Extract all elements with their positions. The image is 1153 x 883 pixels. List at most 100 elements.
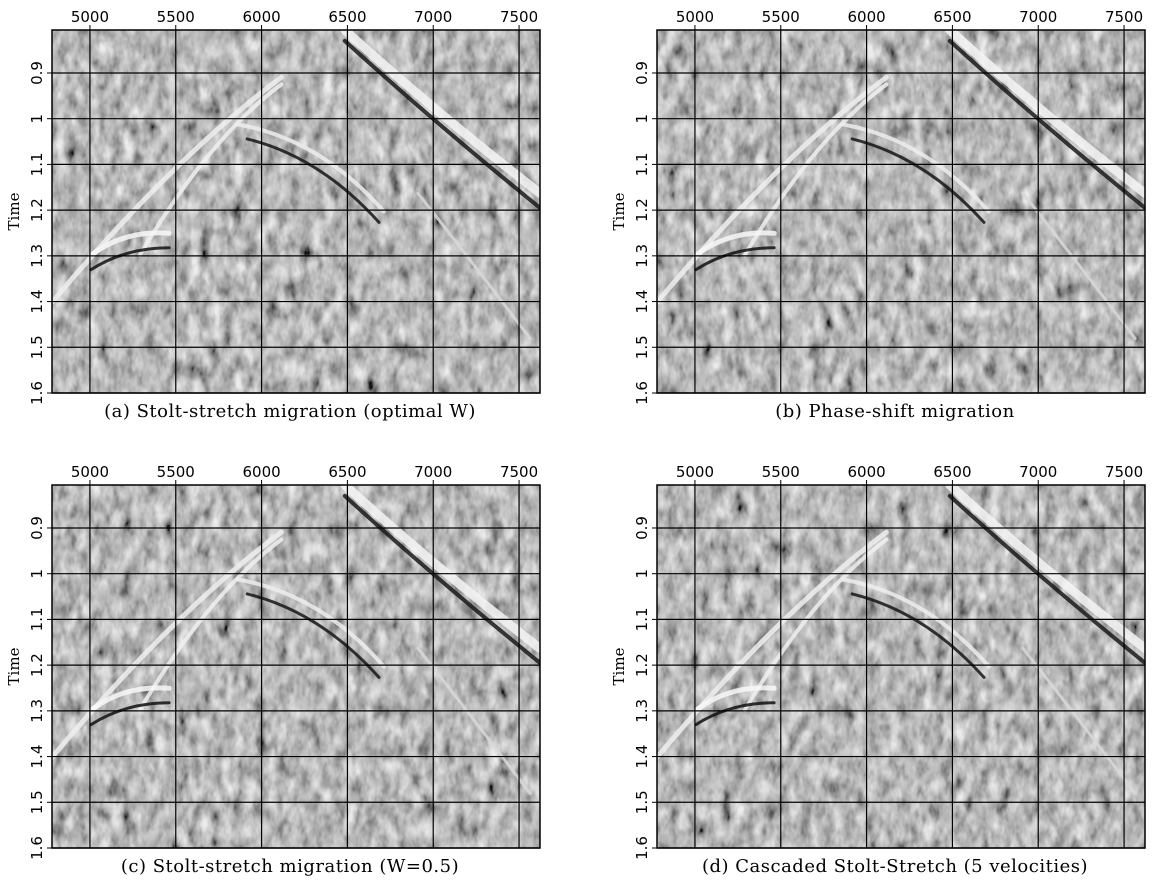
reflector	[947, 38, 1145, 210]
y-tick-label: 0.9	[633, 516, 651, 540]
reflector	[52, 74, 284, 305]
y-tick-label: 1	[28, 569, 46, 579]
x-tick-label: 5500	[762, 8, 800, 26]
y-tick-label: 1.6	[633, 836, 651, 860]
reflector	[88, 230, 172, 258]
x-tick-label: 6500	[328, 463, 366, 481]
reflector	[947, 493, 1145, 665]
caption: (c) Stolt-stretch migration (W=0.5)	[121, 856, 459, 877]
y-tick-label: 1.1	[633, 607, 651, 631]
x-tick-label: 6000	[242, 463, 280, 481]
y-tick-label: 1.4	[633, 745, 651, 769]
reflector	[89, 246, 171, 272]
x-tick-label: 7000	[1019, 463, 1057, 481]
plot-frame	[51, 484, 541, 849]
y-tick-label: 1.5	[28, 335, 46, 359]
image-noise	[52, 485, 540, 848]
reflector	[742, 82, 889, 258]
seismic-image	[657, 30, 1145, 393]
y-tick-label: 1	[28, 114, 46, 124]
reflector	[657, 74, 889, 305]
y-tick-label: 1.6	[28, 836, 46, 860]
plot-frame	[656, 29, 1146, 394]
y-tick-label: 1.3	[28, 699, 46, 723]
caption: (b) Phase-shift migration	[775, 401, 1015, 422]
seismic-image	[52, 30, 540, 393]
reflector	[340, 485, 540, 653]
y-tick-label: 1.3	[633, 699, 651, 723]
reflector	[1021, 191, 1137, 341]
y-tick-label: 1	[633, 569, 651, 579]
y-axis-label: Time	[5, 647, 23, 685]
reflector	[694, 246, 776, 272]
y-axis-label: Time	[5, 192, 23, 230]
reflector	[137, 537, 284, 713]
reflector	[245, 592, 381, 679]
reflector	[416, 191, 532, 341]
x-tick-label: 5500	[762, 463, 800, 481]
image-noise	[657, 30, 1145, 393]
x-tick-label: 6000	[242, 8, 280, 26]
reflector	[694, 701, 776, 727]
y-tick-label: 1.3	[28, 244, 46, 268]
reflector	[235, 577, 386, 669]
panel: 5000 5500 6000 6500 7000 7500 0.9 1 1.1 1.2 1.3 1.4…	[610, 8, 1146, 422]
reflector	[945, 30, 1145, 198]
x-tick-label: 6500	[933, 8, 971, 26]
reflector	[52, 529, 284, 760]
plot-frame	[656, 484, 1146, 849]
reflector	[340, 30, 540, 198]
seismic-image	[52, 485, 540, 848]
reflector	[693, 685, 777, 713]
panel: 5000 5500 6000 6500 7000 7500 0.9 1 1.1 1.2 1.3 1.4…	[5, 463, 541, 877]
y-tick-label: 1.6	[633, 381, 651, 405]
image-noise	[52, 30, 540, 393]
y-tick-label: 1.2	[633, 198, 651, 222]
reflector	[945, 485, 1145, 653]
y-tick-label: 1.4	[28, 745, 46, 769]
x-tick-label: 7500	[500, 8, 538, 26]
y-tick-label: 0.9	[28, 61, 46, 85]
x-tick-label: 6500	[933, 463, 971, 481]
reflector	[245, 137, 381, 224]
reflector	[742, 537, 889, 713]
reflector	[235, 122, 386, 214]
x-tick-label: 6000	[847, 463, 885, 481]
x-tick-label: 7000	[1019, 8, 1057, 26]
reflector	[840, 122, 991, 214]
caption: (a) Stolt-stretch migration (optimal W)	[104, 401, 476, 422]
reflector	[342, 493, 540, 665]
y-tick-label: 1.4	[633, 290, 651, 314]
reflector	[850, 137, 986, 224]
x-tick-label: 6000	[847, 8, 885, 26]
y-tick-label: 1	[633, 114, 651, 124]
x-tick-label: 5000	[71, 463, 109, 481]
reflector	[137, 82, 284, 258]
y-tick-label: 1.6	[28, 381, 46, 405]
x-tick-label: 7500	[500, 463, 538, 481]
y-tick-label: 1.5	[633, 335, 651, 359]
x-tick-label: 7000	[414, 8, 452, 26]
y-tick-label: 0.9	[28, 516, 46, 540]
x-tick-label: 7000	[414, 463, 452, 481]
y-tick-label: 1.2	[28, 653, 46, 677]
y-tick-label: 1.5	[633, 790, 651, 814]
reflector	[657, 529, 889, 760]
y-axis-label: Time	[610, 647, 628, 685]
panel: 5000 5500 6000 6500 7000 7500 0.9 1 1.1 1.2 1.3 1.4…	[610, 463, 1146, 877]
y-tick-label: 1.1	[28, 607, 46, 631]
y-tick-label: 1.1	[28, 152, 46, 176]
reflector	[850, 592, 986, 679]
x-tick-label: 5000	[676, 8, 714, 26]
y-tick-label: 1.2	[633, 653, 651, 677]
y-tick-label: 1.5	[28, 790, 46, 814]
reflector	[342, 38, 540, 210]
x-tick-label: 6500	[328, 8, 366, 26]
y-tick-label: 1.4	[28, 290, 46, 314]
y-tick-label: 1.2	[28, 198, 46, 222]
reflector	[89, 701, 171, 727]
y-tick-label: 0.9	[633, 61, 651, 85]
reflector	[840, 577, 991, 669]
y-axis-label: Time	[610, 192, 628, 230]
panel: 5000 5500 6000 6500 7000 7500 0.9 1 1.1 1.2 1.3 1.4…	[5, 8, 541, 422]
